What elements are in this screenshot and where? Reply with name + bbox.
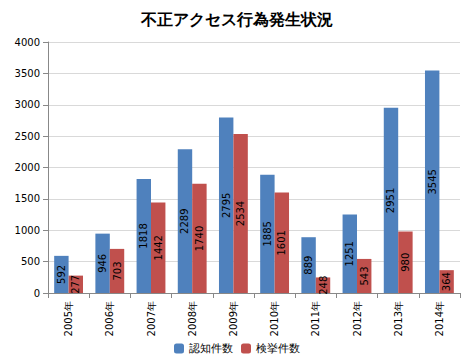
- svg-text:1000: 1000: [15, 225, 40, 236]
- svg-text:2010年: 2010年: [269, 301, 280, 336]
- svg-text:248: 248: [318, 276, 329, 295]
- svg-text:1500: 1500: [15, 193, 40, 204]
- svg-text:1740: 1740: [194, 226, 205, 251]
- svg-text:2005年: 2005年: [63, 301, 74, 336]
- svg-text:2795: 2795: [221, 193, 232, 218]
- svg-text:1251: 1251: [344, 241, 355, 266]
- svg-text:2951: 2951: [385, 188, 396, 213]
- svg-text:2013年: 2013年: [393, 301, 404, 336]
- svg-text:946: 946: [97, 254, 108, 273]
- svg-text:2289: 2289: [179, 208, 190, 233]
- svg-text:3000: 3000: [15, 99, 40, 110]
- svg-text:2011年: 2011年: [310, 301, 321, 336]
- svg-text:1601: 1601: [276, 230, 287, 255]
- svg-text:277: 277: [70, 275, 81, 294]
- svg-text:2007年: 2007年: [146, 301, 157, 336]
- svg-text:0: 0: [34, 288, 40, 299]
- svg-text:3545: 3545: [427, 169, 438, 194]
- svg-text:1442: 1442: [153, 235, 164, 260]
- svg-text:1818: 1818: [138, 223, 149, 248]
- svg-text:2009年: 2009年: [228, 301, 239, 336]
- svg-text:4000: 4000: [15, 37, 40, 48]
- svg-text:検挙件数: 検挙件数: [256, 342, 300, 355]
- svg-text:2014年: 2014年: [434, 301, 445, 336]
- svg-text:364: 364: [441, 272, 452, 291]
- svg-text:592: 592: [56, 265, 67, 284]
- svg-text:2534: 2534: [235, 201, 246, 226]
- svg-text:980: 980: [400, 253, 411, 272]
- svg-text:2006年: 2006年: [104, 301, 115, 336]
- svg-text:703: 703: [112, 261, 123, 280]
- svg-text:1885: 1885: [262, 221, 273, 246]
- svg-text:認知件数: 認知件数: [189, 342, 233, 355]
- svg-text:2012年: 2012年: [352, 301, 363, 336]
- svg-text:889: 889: [303, 256, 314, 275]
- svg-text:500: 500: [21, 256, 40, 267]
- svg-text:3500: 3500: [15, 68, 40, 79]
- svg-text:2008年: 2008年: [187, 301, 198, 336]
- svg-text:2000: 2000: [15, 162, 40, 173]
- svg-text:543: 543: [359, 266, 370, 285]
- svg-text:2500: 2500: [15, 131, 40, 142]
- svg-text:不正アクセス行為発生状況: 不正アクセス行為発生状況: [140, 10, 333, 29]
